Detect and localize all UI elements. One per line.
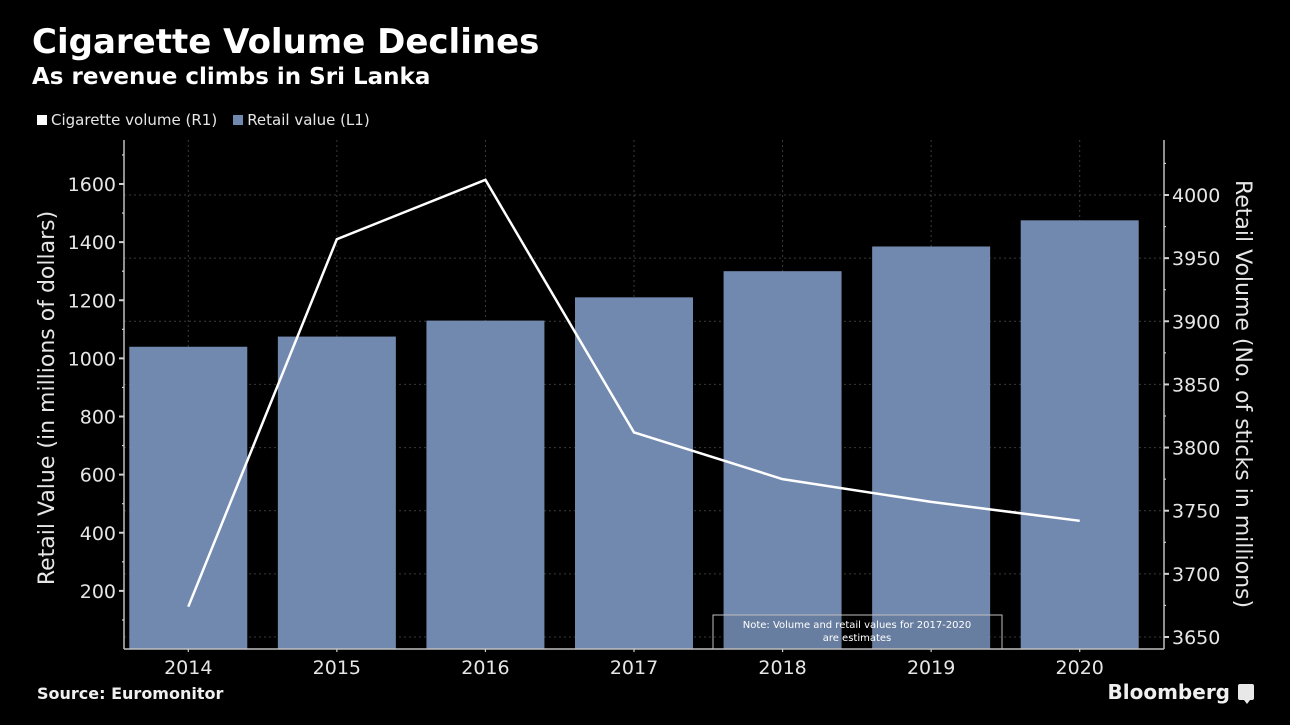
- right-axis-title: Retail Volume (No. of sticks in millions…: [1230, 180, 1255, 608]
- x-tick-label-2018: 2018: [758, 657, 806, 679]
- legend-item-retail-value: Retail value (L1): [233, 111, 370, 129]
- right-tick-label: 3850: [1172, 374, 1220, 396]
- legend-swatch-retail-value: [233, 115, 244, 125]
- x-tick-label-2014: 2014: [164, 657, 212, 679]
- left-axis-title: Retail Value (in millions of dollars): [35, 211, 60, 585]
- source-note: Source: Euromonitor: [37, 684, 224, 703]
- left-tick-label: 1600: [68, 174, 116, 196]
- chart-title: Cigarette Volume Declines: [32, 22, 540, 62]
- legend-label-volume: Cigarette volume (R1): [51, 111, 218, 129]
- bar-2014: [129, 346, 248, 649]
- right-tick-label: 3700: [1172, 564, 1220, 586]
- note-annotation: Note: Volume and retail values for 2017-…: [712, 614, 1003, 650]
- left-tick-label: 600: [80, 465, 116, 487]
- bar-2019: [872, 246, 991, 649]
- axis-labels: 200 400 600 800 1000 1200 1400 1600 3650 3700 3750…: [35, 174, 1255, 679]
- left-tick-label: 200: [80, 581, 116, 603]
- bar-2016: [426, 320, 545, 649]
- left-tick-label: 400: [80, 523, 116, 545]
- x-tick-label-2019: 2019: [907, 657, 955, 679]
- bars: [129, 220, 1139, 649]
- note-text-line: are estimates: [823, 633, 892, 644]
- right-tick-label: 3800: [1172, 438, 1220, 460]
- right-tick-label: 4000: [1172, 185, 1220, 207]
- note-box: [712, 614, 1003, 650]
- right-tick-label: 3900: [1172, 311, 1220, 333]
- right-tick-label: 3750: [1172, 501, 1220, 523]
- bar-2020: [1020, 220, 1139, 649]
- bar-2015: [277, 336, 396, 649]
- legend-item-volume: Cigarette volume (R1): [37, 111, 217, 129]
- x-tick-label-2017: 2017: [610, 657, 658, 679]
- legend-swatch-volume: [37, 115, 47, 125]
- bar-2018: [723, 271, 842, 649]
- left-tick-label: 800: [80, 407, 116, 429]
- bloomberg-chat-icon: [1238, 684, 1254, 704]
- bar-2017: [575, 297, 693, 649]
- x-tick-label-2016: 2016: [461, 657, 509, 679]
- right-tick-label: 3650: [1172, 627, 1220, 649]
- x-tick-label-2020: 2020: [1056, 657, 1104, 679]
- right-tick-label: 3950: [1172, 248, 1220, 270]
- brand-name: Bloomberg: [1107, 680, 1230, 704]
- legend-label-retail-value: Retail value (L1): [247, 111, 370, 129]
- note-text-line: Note: Volume and retail values for 2017-…: [743, 620, 972, 631]
- legend: Cigarette volume (R1) Retail value (L1): [37, 111, 370, 129]
- x-tick-label-2015: 2015: [313, 657, 361, 679]
- brand-logo: Bloomberg: [1108, 680, 1254, 704]
- left-tick-label: 1000: [68, 348, 116, 370]
- left-tick-label: 1200: [68, 290, 116, 312]
- left-tick-label: 1400: [68, 232, 116, 254]
- volume-line-group: [187, 178, 1080, 608]
- chart-subtitle: As revenue climbs in Sri Lanka: [32, 64, 431, 90]
